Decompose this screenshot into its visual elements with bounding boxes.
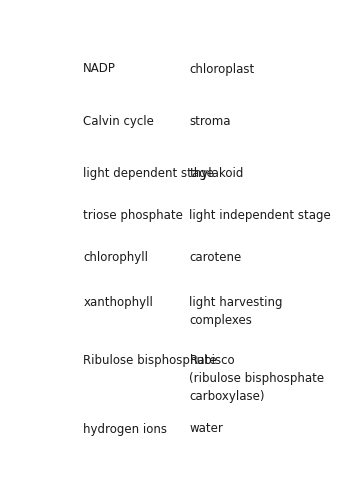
Text: light dependent stage: light dependent stage	[83, 168, 214, 180]
Text: water: water	[189, 422, 223, 436]
Text: light harvesting
complexes: light harvesting complexes	[189, 296, 283, 327]
Text: hydrogen ions: hydrogen ions	[83, 422, 167, 436]
Text: Rubisco
(ribulose bisphosphate
carboxylase): Rubisco (ribulose bisphosphate carboxyla…	[189, 354, 325, 403]
Text: Calvin cycle: Calvin cycle	[83, 115, 154, 128]
Text: carotene: carotene	[189, 251, 242, 264]
Text: NADP: NADP	[83, 62, 116, 76]
Text: chlorophyll: chlorophyll	[83, 251, 148, 264]
Text: triose phosphate: triose phosphate	[83, 209, 183, 222]
Text: xanthophyll: xanthophyll	[83, 296, 153, 309]
Text: chloroplast: chloroplast	[189, 62, 255, 76]
Text: light independent stage: light independent stage	[189, 209, 331, 222]
Text: stroma: stroma	[189, 115, 231, 128]
Text: thylakoid: thylakoid	[189, 168, 244, 180]
Text: Ribulose bisphosphate: Ribulose bisphosphate	[83, 354, 217, 367]
